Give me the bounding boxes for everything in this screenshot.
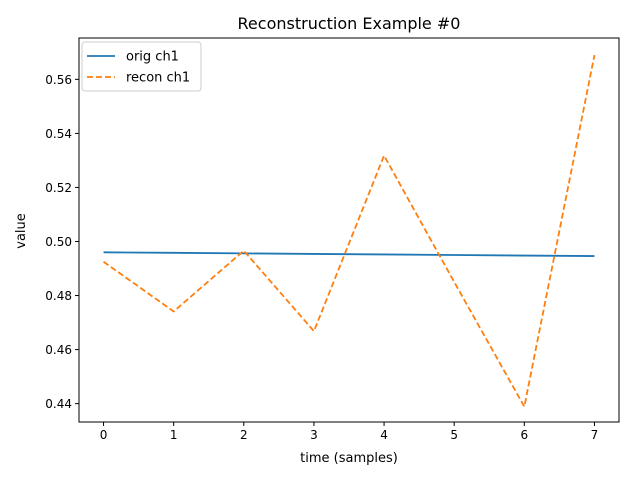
series-line-recon-ch1	[103, 54, 596, 408]
x-tick-label: 7	[591, 428, 599, 442]
legend-box	[81, 41, 202, 92]
x-axis-label: time (samples)	[300, 451, 398, 466]
x-tick-label: 5	[450, 428, 458, 442]
y-tick-label: 0.54	[45, 127, 72, 141]
y-tick-label: 0.56	[45, 73, 72, 87]
x-tick-label: 0	[100, 428, 108, 442]
y-axis-label: value	[14, 213, 29, 249]
y-tick-label: 0.44	[45, 397, 72, 411]
y-tick-label: 0.50	[45, 235, 72, 249]
x-tick-label: 6	[521, 428, 529, 442]
x-tick-label: 1	[170, 428, 178, 442]
chart-title: Reconstruction Example #0	[238, 14, 461, 33]
x-tick-label: 3	[310, 428, 318, 442]
plot-frame	[78, 37, 620, 423]
legend: orig ch1 recon ch1	[81, 41, 202, 92]
x-tick-label: 2	[240, 428, 248, 442]
series-line-orig-ch1	[103, 251, 595, 257]
y-tick-label: 0.52	[45, 181, 72, 195]
y-tick-label: 0.46	[45, 343, 72, 357]
y-tick-label: 0.48	[45, 289, 72, 303]
legend-label-orig-ch1: orig ch1	[126, 50, 179, 65]
x-tick-label: 4	[380, 428, 388, 442]
legend-label-recon-ch1: recon ch1	[126, 71, 190, 86]
